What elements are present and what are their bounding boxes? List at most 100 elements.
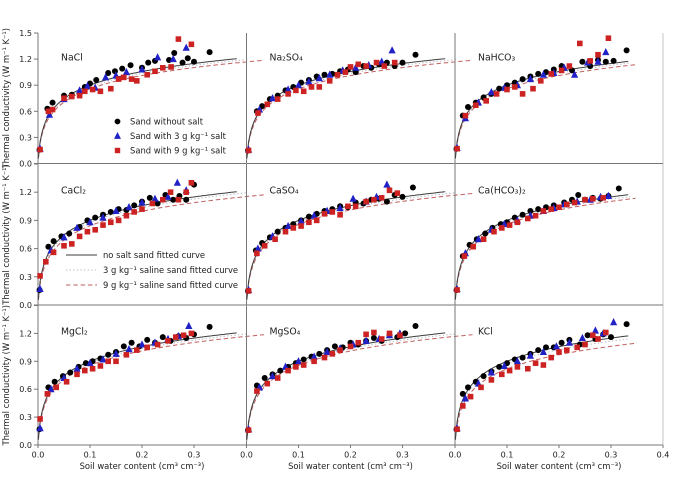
marker-circle [183,196,190,203]
marker-square [590,332,596,339]
x-tick-label: 0.2 [344,451,357,460]
marker-square [519,91,526,97]
marker-square [264,101,271,108]
marker-square [115,76,122,82]
marker-square [272,236,278,242]
marker-triangle [578,333,586,342]
marker-square [321,211,328,217]
marker-square [105,358,111,365]
marker-circle [92,214,99,221]
marker-square [76,233,83,240]
marker-square [506,367,513,374]
marker-square [397,332,403,339]
marker-legend-item: Sand with 3 g kg⁻¹ salt [114,131,227,141]
marker-square [363,198,369,205]
x-tick-label: 0.3 [396,451,409,460]
marker-square [556,349,562,355]
marker-triangle [513,357,521,365]
marker-triangle [352,63,360,71]
marker-triangle [284,85,292,93]
marker-square [293,364,299,370]
subplot-title: MgSO₄ [270,327,301,338]
marker-square [300,362,307,368]
marker-square [480,236,487,242]
marker-circle [171,50,178,57]
x-axis-title: Soil water content (cm³ cm⁻³) [80,461,205,471]
marker-circle [159,334,166,341]
marker-circle [131,202,138,209]
marker-square [254,250,260,257]
marker-circle [623,321,630,328]
marker-square [386,330,393,337]
marker-square [44,391,51,397]
marker-triangle [254,244,262,252]
marker-triangle [487,368,495,376]
marker-square [123,212,130,219]
marker-circle [482,230,489,237]
marker-triangle [378,57,386,65]
x-tick-label: 0.3 [188,451,201,460]
marker-square [144,344,150,351]
marker-square [282,228,289,235]
marker-square [600,195,606,201]
marker-triangle [83,81,91,90]
marker-circle [543,344,549,351]
subplot-MgSO₄: 0.0 0.1 0.2 0.3 MgSO₄ [240,305,473,460]
marker-square [82,88,88,95]
marker-triangle [185,321,193,329]
subplot-title: MgCl₂ [61,327,88,338]
marker-circle [274,228,281,235]
x-tick-label: 0.3 [605,451,618,460]
fitted-curve-no_salt [37,191,237,300]
subplot-KCl: 0.0 0.1 0.2 0.3 0.4 KCl [449,305,669,460]
marker-circle [399,193,406,200]
marker-square [300,88,307,95]
marker-circle [412,51,419,58]
marker-legend-label: Sand with 3 g kg⁻¹ salt [130,131,227,141]
marker-square [506,222,513,228]
marker-circle [179,59,186,66]
marker-triangle [565,338,573,346]
marker-triangle [138,65,146,73]
x-axis-title: Soil water content (cm³ cm⁻³) [288,461,413,471]
marker-triangle [112,349,120,357]
marker-square [285,91,291,97]
marker-square [160,196,166,203]
marker-circle [145,59,152,66]
marker-circle [519,76,526,83]
marker-triangle [60,233,68,241]
marker-triangle [326,70,334,78]
x-tick-label: 0.2 [136,451,149,460]
marker-square [183,189,189,195]
marker-square [167,189,174,195]
marker-square [391,59,398,66]
marker-square [548,71,554,77]
marker-triangle [461,394,469,402]
marker-circle [105,70,112,77]
marker-square [316,84,323,90]
marker-square [605,35,612,42]
series-salt9 [245,187,401,294]
marker-circle [277,367,284,374]
marker-triangle [310,211,318,219]
marker-square [245,288,252,294]
marker-square [493,91,500,97]
marker-square [69,93,75,100]
marker-square [582,341,588,348]
series-salt3 [36,321,193,432]
marker-square [525,215,531,222]
y-tick-label: 1.5 [19,29,32,38]
marker-square [131,209,137,215]
marker-square [334,71,341,78]
marker-square [82,367,88,374]
marker-square [37,273,43,279]
marker-square [255,110,261,116]
marker-triangle [99,355,107,363]
fitted-curve-salt9 [454,342,636,440]
marker-triangle [526,74,534,83]
marker-square [188,180,195,186]
marker-triangle [36,284,44,293]
marker-triangle [610,318,618,326]
